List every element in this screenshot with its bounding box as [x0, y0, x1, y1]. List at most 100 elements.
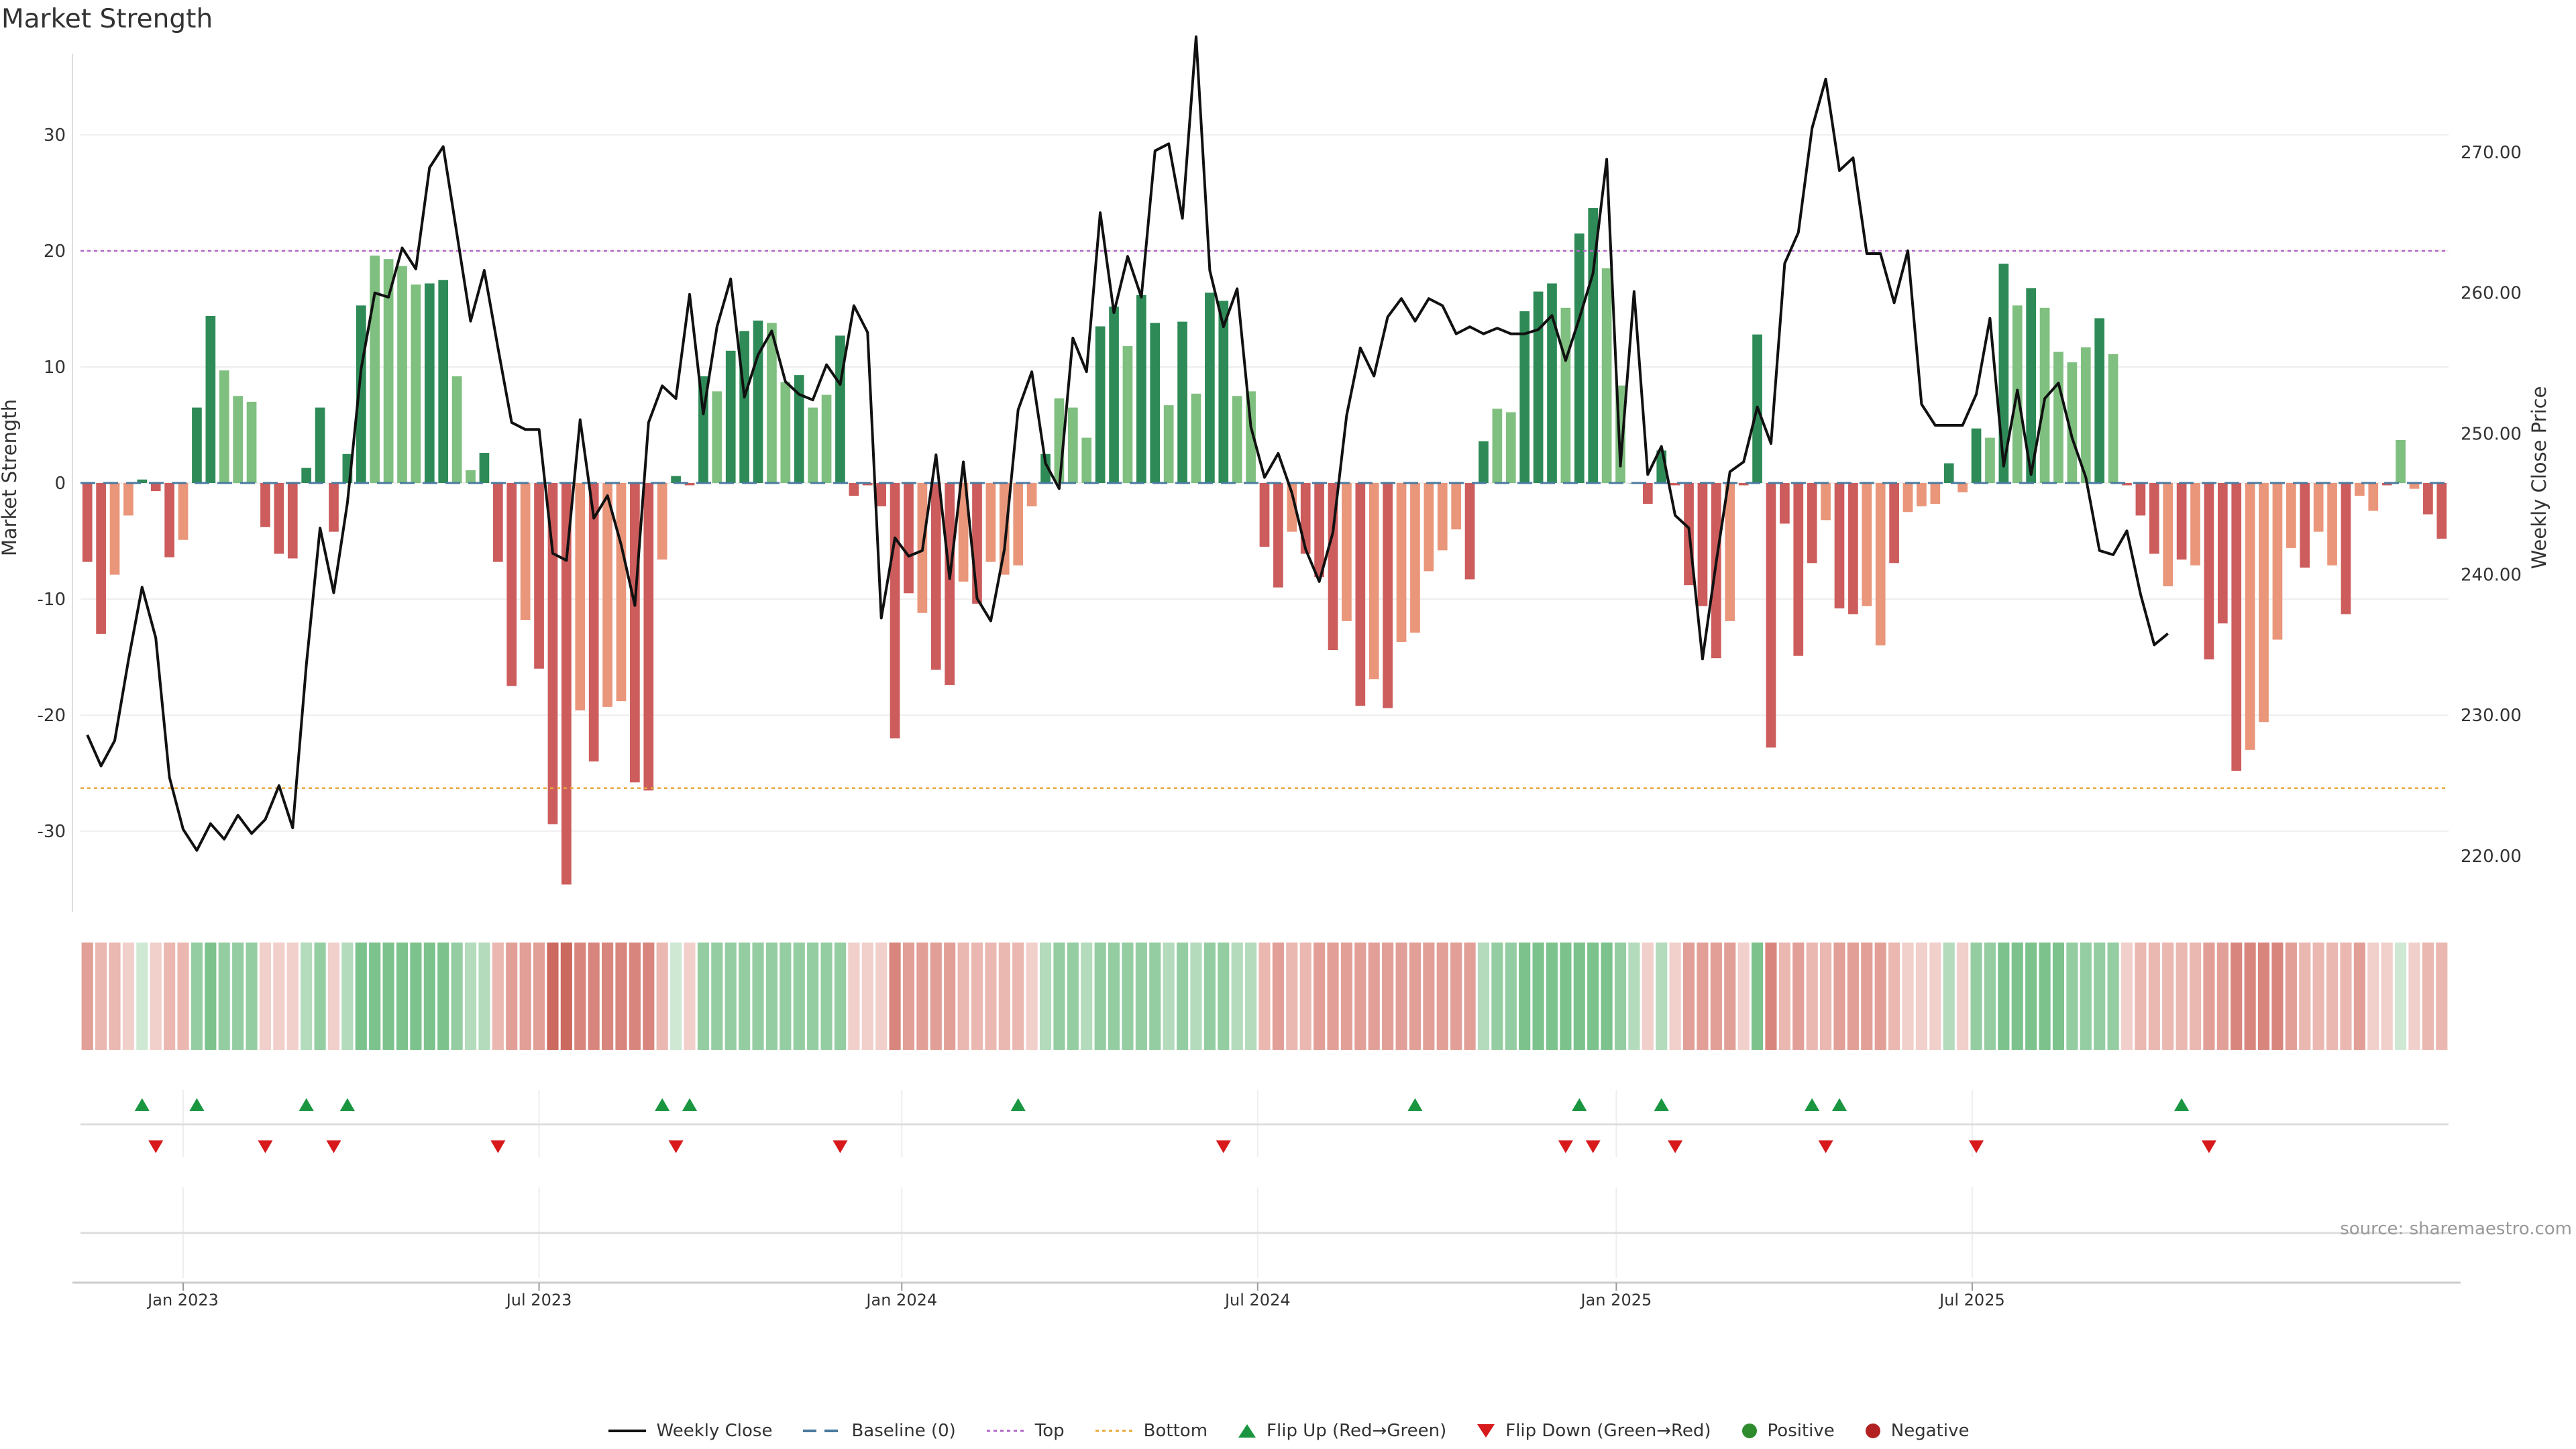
chart-title: Market Strength	[1, 4, 213, 34]
strength-bar-negative	[2163, 483, 2174, 586]
heatmap-cell	[95, 943, 107, 1050]
strength-bar-negative	[1437, 483, 1448, 551]
heatmap-cell	[2189, 943, 2202, 1050]
legend-label-positive: Positive	[1767, 1421, 1835, 1441]
heatmap-cell	[2353, 943, 2365, 1050]
strength-bar-negative	[1821, 483, 1831, 521]
heatmap-cell	[301, 943, 313, 1050]
flip-up-marker	[655, 1098, 670, 1111]
y2-tick-label: 270.00	[2461, 143, 2522, 163]
heatmap-cell	[793, 943, 805, 1050]
heatmap-cell	[1272, 943, 1284, 1050]
strength-bar-negative	[849, 483, 859, 496]
heatmap-cell	[1135, 943, 1147, 1050]
strength-bar-negative	[82, 483, 93, 562]
strength-bar-positive	[424, 283, 435, 483]
strength-bar-positive	[1040, 453, 1051, 483]
heatmap-cell	[2436, 943, 2448, 1050]
heatmap-cell	[191, 943, 203, 1050]
strength-bar-negative	[506, 483, 517, 686]
strength-bar-positive	[2396, 440, 2406, 483]
heatmap-cell	[2025, 943, 2037, 1050]
negative-dot-icon	[1865, 1424, 1880, 1438]
strength-bar-positive	[1081, 437, 1092, 483]
strength-bar-positive	[1985, 437, 1995, 483]
heatmap-cell	[1984, 943, 1996, 1050]
strength-bar-negative	[1780, 483, 1790, 524]
strength-bar-negative	[1834, 483, 1845, 608]
strength-bar-positive	[411, 284, 421, 483]
heatmap-cell	[1806, 943, 1818, 1050]
legend-item-weekly-close: Weekly Close	[607, 1421, 772, 1441]
heatmap-cell	[1450, 943, 1462, 1050]
heatmap-cell	[410, 943, 422, 1050]
legend-item-top: Top	[985, 1421, 1065, 1441]
strength-bar-negative	[534, 483, 544, 669]
heatmap-cell	[697, 943, 709, 1050]
heatmap-cell	[1724, 943, 1736, 1050]
strength-bar-negative	[2423, 483, 2433, 515]
flip-up-marker	[134, 1098, 150, 1111]
legend-label-baseline: Baseline (0)	[851, 1421, 956, 1441]
y2-tick-label: 260.00	[2461, 284, 2522, 304]
heatmap-cell	[1587, 943, 1599, 1050]
strength-bar-positive	[1943, 463, 1954, 483]
flip-down-marker	[1668, 1140, 1683, 1153]
heatmap-cell	[2094, 943, 2106, 1050]
weekly-close-series	[86, 35, 2169, 852]
flip-down-marker	[833, 1140, 848, 1153]
heatmap-cell	[2422, 943, 2434, 1050]
strength-bar-negative	[287, 483, 298, 559]
heatmap-cell	[1601, 943, 1613, 1050]
heatmap-cell	[1081, 943, 1093, 1050]
strength-bar-positive	[1547, 283, 1557, 483]
strength-bar-positive	[808, 407, 818, 483]
strength-bar-negative	[1807, 483, 1817, 564]
flip-up-marker	[1831, 1098, 1847, 1111]
source-credit: source: sharemaestro.com	[2340, 1219, 2572, 1239]
strength-bar-positive	[2080, 347, 2091, 483]
heatmap-cell	[2107, 943, 2119, 1050]
strength-bar-positive	[451, 376, 462, 483]
strength-bar-positive	[2094, 318, 2105, 483]
strength-bar-negative	[1902, 483, 1913, 513]
strength-bar-positive	[1492, 409, 1503, 483]
strength-bar-negative	[1725, 483, 1735, 621]
heatmap-cell	[1395, 943, 1407, 1050]
heatmap-cell	[1149, 943, 1161, 1050]
heatmap-cell	[848, 943, 860, 1050]
heatmap-cell	[2271, 943, 2284, 1050]
heatmap-cell	[889, 943, 901, 1050]
strength-bar-positive	[671, 476, 681, 483]
strength-bar-negative	[1793, 483, 1804, 656]
heatmap-cell	[1765, 943, 1777, 1050]
heatmap-cell	[2231, 943, 2243, 1050]
strength-bar-negative	[958, 483, 969, 582]
heatmap-cell	[2257, 943, 2270, 1050]
heatmap-cell	[1614, 943, 1627, 1050]
strength-bar-positive	[1163, 405, 1174, 483]
heatmap-cell	[1792, 943, 1805, 1050]
heatmap-cell	[232, 943, 244, 1050]
strength-bar-negative	[602, 483, 612, 707]
heatmap-cell	[998, 943, 1010, 1050]
heatmap-cell	[2039, 943, 2051, 1050]
heatmap-cell	[1409, 943, 1421, 1050]
strength-bar-negative	[1889, 483, 1899, 564]
strength-bar-positive	[1109, 307, 1119, 483]
flip-down-marker	[258, 1140, 273, 1153]
legend-label-flip-up: Flip Up (Red→Green)	[1267, 1421, 1447, 1441]
strength-bar-negative	[2409, 483, 2420, 489]
y2-tick-label: 250.00	[2461, 425, 2522, 445]
strength-bar-positive	[2026, 288, 2037, 483]
strength-bar-negative	[1259, 483, 1270, 547]
bottom-dotted-icon	[1095, 1430, 1133, 1432]
strength-bar-negative	[2135, 483, 2146, 516]
strength-bar-positive	[2039, 307, 2050, 483]
strength-bar-positive	[205, 315, 216, 483]
heatmap-cell	[902, 943, 915, 1050]
strength-bar-negative	[2217, 483, 2228, 624]
strength-bar-negative	[2122, 483, 2132, 486]
heatmap-cell	[656, 943, 668, 1050]
flip-up-marker	[299, 1098, 314, 1111]
